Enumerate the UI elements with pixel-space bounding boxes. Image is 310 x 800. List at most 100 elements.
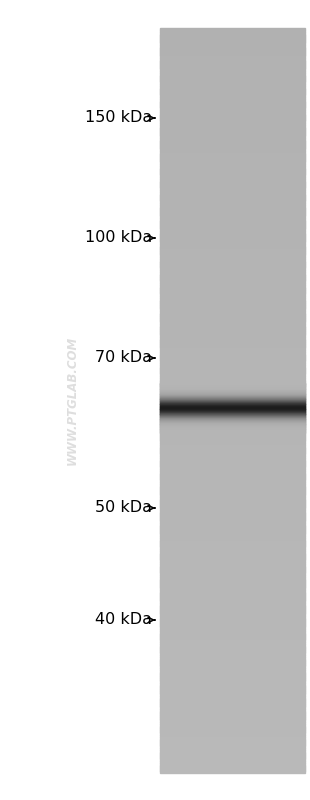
Bar: [160, 389, 305, 391]
Bar: [160, 750, 305, 752]
Bar: [160, 93, 305, 95]
Bar: [160, 446, 305, 449]
Bar: [160, 39, 305, 42]
Bar: [160, 448, 305, 450]
Bar: [160, 493, 305, 495]
Bar: [160, 432, 305, 434]
Bar: [160, 45, 305, 47]
Bar: [160, 167, 305, 170]
Bar: [160, 720, 305, 722]
Bar: [160, 250, 305, 252]
Bar: [160, 653, 305, 655]
Bar: [160, 50, 305, 53]
Bar: [160, 410, 305, 412]
Bar: [160, 768, 305, 770]
Bar: [160, 480, 305, 482]
Bar: [160, 757, 305, 759]
Bar: [160, 646, 305, 648]
Bar: [160, 450, 305, 453]
Bar: [160, 352, 305, 354]
Bar: [160, 522, 305, 525]
Bar: [160, 175, 305, 178]
Bar: [160, 327, 305, 330]
Bar: [160, 309, 305, 311]
Bar: [160, 344, 305, 346]
Bar: [160, 261, 305, 263]
Bar: [160, 657, 305, 659]
Bar: [160, 571, 305, 574]
Bar: [160, 413, 305, 415]
Bar: [160, 674, 305, 676]
Bar: [160, 501, 305, 502]
Bar: [160, 675, 305, 678]
Bar: [160, 638, 305, 641]
Bar: [160, 54, 305, 56]
Bar: [160, 162, 305, 164]
Bar: [160, 682, 305, 685]
Bar: [160, 670, 305, 672]
Bar: [160, 688, 305, 690]
Bar: [160, 210, 305, 213]
Bar: [160, 543, 305, 546]
Bar: [160, 286, 305, 289]
Bar: [160, 765, 305, 767]
Bar: [160, 313, 305, 315]
Bar: [160, 495, 305, 498]
Bar: [160, 358, 305, 359]
Bar: [160, 539, 305, 542]
Bar: [160, 727, 305, 730]
Bar: [160, 538, 305, 540]
Bar: [160, 567, 305, 570]
Bar: [160, 439, 305, 442]
Bar: [160, 58, 305, 60]
Bar: [160, 421, 305, 423]
Bar: [160, 331, 305, 334]
Bar: [160, 98, 305, 101]
Bar: [160, 751, 305, 754]
Bar: [160, 370, 305, 373]
Bar: [160, 582, 305, 585]
Bar: [160, 402, 305, 404]
Bar: [160, 465, 305, 467]
Bar: [160, 41, 305, 43]
Bar: [160, 738, 305, 741]
Bar: [160, 591, 305, 594]
Bar: [160, 212, 305, 214]
Bar: [160, 205, 305, 207]
Bar: [160, 599, 305, 602]
Bar: [160, 435, 305, 438]
Bar: [160, 734, 305, 737]
Bar: [160, 710, 305, 713]
Bar: [160, 702, 305, 704]
Bar: [160, 459, 305, 462]
Bar: [160, 60, 305, 62]
Bar: [160, 590, 305, 592]
Bar: [160, 445, 305, 447]
Bar: [160, 510, 305, 512]
Bar: [160, 251, 305, 254]
Bar: [160, 426, 305, 429]
Bar: [160, 86, 305, 88]
Bar: [160, 288, 305, 290]
Bar: [160, 320, 305, 322]
Bar: [160, 556, 305, 558]
Bar: [160, 383, 305, 386]
Bar: [160, 606, 305, 609]
Bar: [160, 350, 305, 352]
Bar: [160, 56, 305, 58]
Bar: [160, 685, 305, 687]
Bar: [160, 633, 305, 635]
Bar: [160, 112, 305, 114]
Bar: [160, 201, 305, 203]
Bar: [160, 718, 305, 721]
Bar: [160, 703, 305, 706]
Bar: [160, 104, 305, 106]
Bar: [160, 153, 305, 155]
Bar: [160, 713, 305, 715]
Bar: [160, 584, 305, 586]
Bar: [160, 209, 305, 210]
Bar: [160, 198, 305, 200]
Bar: [160, 694, 305, 696]
Bar: [160, 115, 305, 118]
Bar: [160, 244, 305, 246]
